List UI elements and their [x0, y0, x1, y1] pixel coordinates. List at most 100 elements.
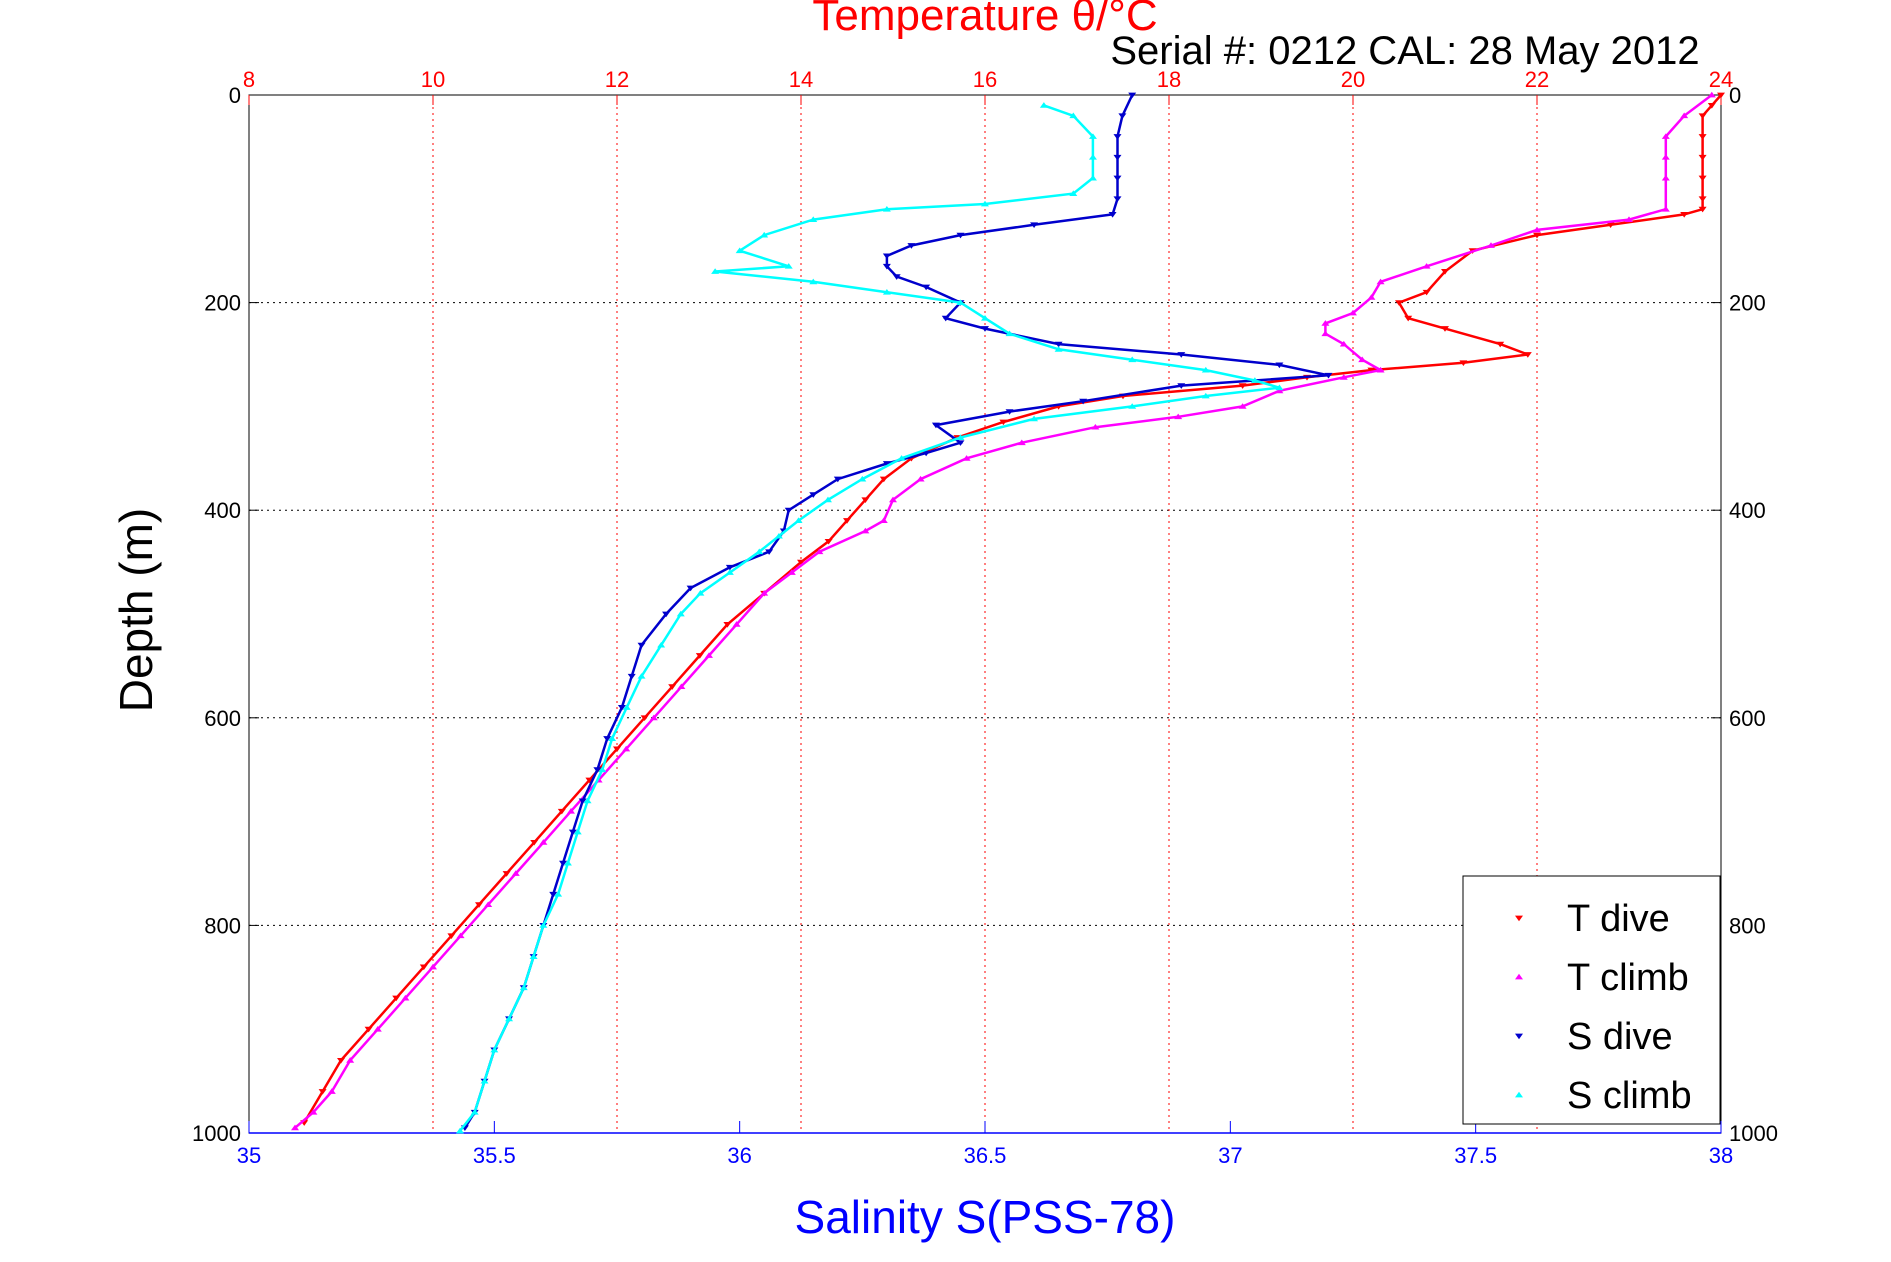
data-point-s-dive — [765, 549, 774, 555]
data-point-s-climb — [637, 673, 646, 679]
data-point-t-climb — [861, 527, 870, 534]
data-point-s-dive — [725, 564, 734, 571]
data-point-t-climb — [401, 994, 410, 1001]
data-point-t-dive — [419, 964, 428, 971]
data-point-s-dive — [882, 253, 891, 260]
data-point-t-dive — [337, 1057, 345, 1064]
data-point-t-climb — [1661, 154, 1670, 160]
data-point-t-climb — [1487, 242, 1495, 248]
data-point-s-climb — [1250, 377, 1259, 383]
data-point-s-dive — [1108, 211, 1117, 218]
data-point-s-climb — [784, 263, 793, 269]
data-point-t-dive — [1441, 326, 1449, 332]
data-point-t-dive — [1422, 289, 1431, 296]
data-point-t-dive — [1707, 102, 1716, 109]
data-point-s-climb — [1201, 392, 1210, 399]
data-point-t-dive — [843, 518, 851, 524]
data-point-s-climb — [956, 434, 965, 440]
data-point-t-climb — [1174, 413, 1183, 420]
data-point-t-climb — [889, 496, 897, 503]
data-point-s-climb — [583, 797, 592, 804]
data-point-t-climb — [567, 808, 575, 814]
data-point-s-dive — [1113, 134, 1122, 140]
data-point-t-climb — [1275, 387, 1284, 394]
data-point-t-dive — [364, 1026, 373, 1033]
legend-label: S dive — [1567, 1016, 1673, 1058]
chart-subtitle: Serial #: 0212 CAL: 28 May 2012 — [1110, 29, 1699, 73]
legend: T dive T climb S dive S climb — [1462, 875, 1721, 1125]
data-point-s-climb — [1039, 102, 1048, 108]
data-point-t-dive — [1698, 154, 1707, 161]
data-point-s-climb — [981, 314, 989, 321]
data-point-s-climb — [505, 1015, 514, 1022]
data-point-s-dive — [1118, 113, 1127, 119]
data-point-s-climb — [1054, 346, 1063, 352]
data-point-s-climb — [490, 1046, 499, 1053]
data-point-s-climb — [696, 590, 705, 596]
data-point-s-dive — [981, 326, 989, 332]
data-point-t-dive — [475, 902, 483, 908]
data-point-s-dive — [603, 736, 612, 742]
data-point-t-dive — [1698, 175, 1707, 182]
data-point-s-dive — [882, 263, 891, 270]
data-point-s-climb — [774, 532, 783, 539]
legend-marker — [1515, 1091, 1523, 1098]
data-point-s-dive — [1324, 372, 1333, 379]
y-tick-label-right: 400 — [1729, 498, 1766, 523]
data-point-s-climb — [735, 247, 744, 254]
data-point-t-dive — [447, 933, 456, 939]
data-point-s-climb — [1088, 174, 1097, 181]
series-trace-t-climb — [294, 94, 1713, 1129]
data-point-t-dive — [1698, 113, 1707, 119]
x-tick-label-temperature: 20 — [1341, 67, 1365, 92]
data-point-t-climb — [1349, 309, 1357, 316]
data-point-s-dive — [931, 422, 940, 429]
data-point-s-dive — [1113, 154, 1122, 161]
data-point-t-dive — [530, 839, 539, 846]
data-point-t-climb — [1625, 216, 1633, 222]
data-point-s-climb — [1069, 190, 1078, 197]
data-point-s-climb — [897, 455, 906, 461]
data-point-t-dive — [1367, 367, 1376, 374]
y-tick-label-left: 1000 — [192, 1121, 241, 1146]
y-tick-label-left: 800 — [204, 913, 241, 938]
data-point-t-climb — [1358, 356, 1367, 363]
data-point-t-dive — [613, 746, 621, 753]
data-point-s-dive — [549, 891, 558, 898]
data-point-s-dive — [627, 673, 636, 680]
data-point-t-climb — [705, 652, 713, 658]
data-point-s-dive — [593, 767, 602, 773]
data-point-t-climb — [649, 714, 658, 721]
data-point-s-climb — [823, 496, 832, 503]
data-point-t-dive — [1404, 315, 1413, 322]
data-point-t-dive — [999, 419, 1008, 426]
data-point-s-dive — [637, 642, 646, 649]
x-tick-label-temperature: 16 — [973, 67, 997, 92]
data-point-t-climb — [916, 475, 925, 482]
data-point-t-dive — [1717, 92, 1725, 99]
data-point-s-climb — [529, 953, 538, 959]
data-point-s-climb — [573, 828, 582, 835]
legend-marker — [1515, 1033, 1523, 1040]
data-point-t-climb — [309, 1109, 318, 1115]
data-point-s-dive — [956, 440, 965, 446]
data-point-s-climb — [676, 610, 685, 617]
data-point-s-climb — [882, 289, 891, 295]
data-point-t-climb — [1321, 330, 1330, 337]
data-point-s-dive — [956, 232, 965, 239]
data-point-t-climb — [429, 963, 437, 970]
y-tick-label-left: 400 — [204, 498, 241, 523]
data-point-s-dive — [1113, 196, 1122, 202]
data-marks — [291, 91, 1725, 1134]
data-point-t-dive — [1680, 211, 1689, 218]
data-point-s-climb — [1088, 133, 1097, 139]
data-point-t-climb — [1017, 439, 1026, 446]
data-point-s-climb — [539, 922, 548, 928]
legend-box — [1462, 875, 1721, 1125]
data-point-s-climb — [809, 278, 818, 285]
y-tick-label-right: 800 — [1729, 913, 1766, 938]
data-point-t-dive — [557, 808, 566, 815]
data-point-t-dive — [1606, 222, 1615, 228]
data-point-s-climb — [760, 231, 769, 238]
